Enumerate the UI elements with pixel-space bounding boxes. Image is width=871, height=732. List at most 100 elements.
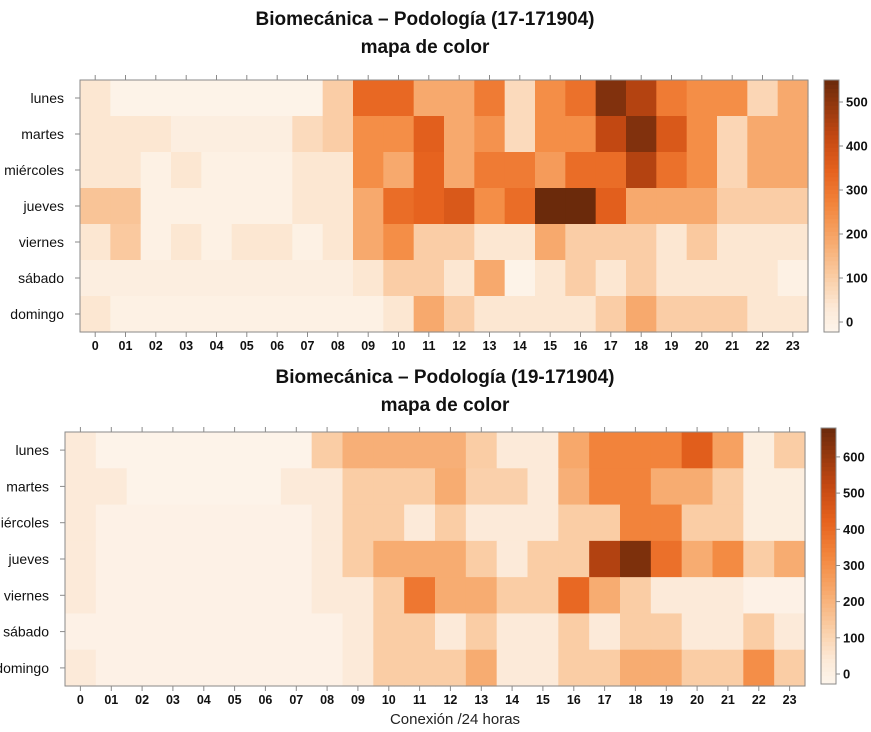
x-tick-label: 02 <box>149 339 163 353</box>
legend-swatch <box>821 432 836 438</box>
heatmap-cell <box>95 649 128 687</box>
heatmap-cell <box>650 432 683 469</box>
y-tick-label: martes <box>6 478 49 494</box>
heatmap-cell <box>322 296 354 333</box>
legend-swatch <box>824 134 839 140</box>
heatmap-cell <box>110 152 142 189</box>
chart-subtitle: mapa de color <box>381 395 510 416</box>
heatmap-cell <box>188 540 220 578</box>
heatmap-cell <box>712 540 744 578</box>
x-tick-label: 20 <box>690 693 704 707</box>
heatmap-cell <box>262 260 293 297</box>
heatmap-cell <box>413 260 445 297</box>
heatmap-cell <box>650 577 683 615</box>
x-tick-label: 08 <box>320 693 334 707</box>
heatmap-cell <box>535 224 566 261</box>
legend-swatch <box>824 92 839 98</box>
x-tick-label: 06 <box>270 339 284 353</box>
legend-swatch <box>824 159 839 165</box>
heatmap-cell <box>95 577 128 615</box>
legend-tick-label: 100 <box>843 630 865 645</box>
x-axis-ticks <box>94 75 794 337</box>
legend-tick-label: 200 <box>843 594 865 609</box>
heatmap-cell <box>717 296 748 333</box>
legend-swatch <box>824 155 839 161</box>
x-tick-label: 21 <box>725 339 739 353</box>
x-tick-label: 13 <box>474 693 488 707</box>
y-tick-label: sábado <box>3 624 49 640</box>
x-tick-label: 16 <box>574 339 588 353</box>
x-tick-label: 12 <box>443 693 457 707</box>
heatmap-cell <box>219 468 251 506</box>
heatmap-cell <box>465 540 498 578</box>
heatmap-cell <box>595 260 627 297</box>
heatmap-cell <box>747 296 779 333</box>
heatmap-cell <box>262 152 293 189</box>
legend-swatch <box>824 176 839 182</box>
heatmap-cell <box>95 432 128 469</box>
heatmap-cell <box>231 80 263 117</box>
x-tick-label: 09 <box>361 339 375 353</box>
heatmap-cell <box>656 224 688 261</box>
heatmap-cell <box>353 224 384 261</box>
legend-swatch <box>824 189 839 194</box>
x-tick-label: 21 <box>721 693 735 707</box>
y-tick-label: viernes <box>19 234 64 250</box>
heatmap-cell <box>656 152 688 189</box>
heatmap-cell <box>595 116 627 153</box>
heatmap-cell <box>681 649 714 687</box>
heatmap-cell <box>626 152 657 189</box>
legend-swatch <box>821 577 836 583</box>
legend-swatch <box>821 602 836 608</box>
heatmap-cell <box>777 116 809 153</box>
heatmap-cell <box>383 80 415 117</box>
heatmap-cell <box>465 649 498 687</box>
heatmap-cell <box>126 577 159 615</box>
x-tick-label: 19 <box>665 339 679 353</box>
legend-swatch <box>824 130 839 136</box>
x-tick-label: 05 <box>240 339 254 353</box>
heatmap-cell <box>435 540 467 578</box>
heatmap-cell <box>262 188 293 225</box>
heatmap-cell <box>231 152 263 189</box>
legend-swatch <box>824 227 839 232</box>
heatmap-cell <box>717 188 748 225</box>
heatmap-cell <box>219 504 251 542</box>
legend-swatch <box>824 285 839 291</box>
x-tick-label: 01 <box>104 693 118 707</box>
legend-swatch <box>824 185 839 190</box>
heatmap-cell <box>474 80 506 117</box>
legend-tick-label: 200 <box>846 227 868 242</box>
legend-swatch <box>821 585 836 591</box>
heatmap-cell <box>404 613 436 651</box>
heatmap-cell <box>565 296 597 333</box>
heatmap-cell <box>626 224 657 261</box>
heatmap-cell <box>527 613 559 651</box>
legend-tick-label: 500 <box>843 486 865 501</box>
legend-swatch <box>824 315 839 320</box>
legend-swatch <box>824 239 839 245</box>
heatmap-cell <box>65 504 97 542</box>
legend-swatch <box>821 675 836 681</box>
legend-swatch <box>821 440 836 446</box>
legend-swatch <box>824 122 839 127</box>
heatmap-cell <box>342 577 374 615</box>
legend-swatch <box>821 654 836 659</box>
heatmap-cell <box>743 649 775 687</box>
heatmap-cell <box>126 540 159 578</box>
legend-swatch <box>821 466 836 472</box>
legend-swatch <box>821 504 836 510</box>
heatmap-cell <box>342 613 374 651</box>
heatmap-cell <box>140 188 172 225</box>
color-legend: 0 100 200 300 400 500 600 <box>820 427 865 685</box>
x-tick-label: 02 <box>135 693 149 707</box>
legend-swatch <box>821 492 836 497</box>
heatmap-cell <box>188 613 220 651</box>
heatmap-cell <box>620 540 652 578</box>
heatmap-cell <box>743 468 775 506</box>
heatmap-cell <box>444 80 475 117</box>
heatmap-cell <box>353 296 384 333</box>
heatmap-cell <box>565 224 597 261</box>
heatmap-cell <box>140 296 172 333</box>
